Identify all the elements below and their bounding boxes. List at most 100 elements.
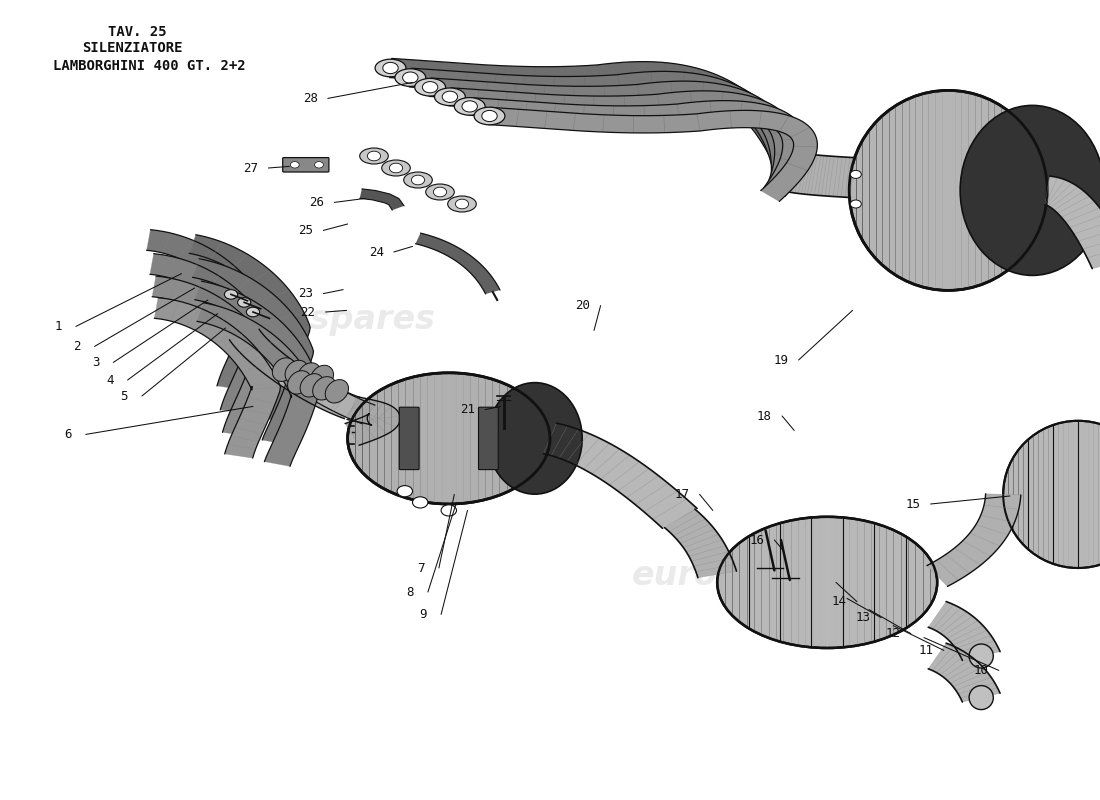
Text: 26: 26: [309, 196, 324, 209]
Circle shape: [442, 91, 458, 102]
Text: LAMBORGHINI 400 GT. 2+2: LAMBORGHINI 400 GT. 2+2: [53, 58, 245, 73]
Polygon shape: [469, 98, 807, 196]
Polygon shape: [784, 153, 855, 198]
Text: 11: 11: [918, 644, 934, 657]
Ellipse shape: [300, 374, 323, 397]
Circle shape: [397, 486, 412, 497]
Polygon shape: [197, 302, 318, 466]
Circle shape: [383, 62, 398, 74]
Circle shape: [411, 175, 425, 185]
Circle shape: [850, 170, 861, 178]
Ellipse shape: [474, 107, 505, 125]
Text: 20: 20: [575, 299, 591, 312]
Polygon shape: [195, 281, 316, 445]
Ellipse shape: [375, 59, 406, 77]
Polygon shape: [1045, 176, 1100, 269]
Text: 5: 5: [121, 390, 128, 402]
Polygon shape: [189, 234, 310, 398]
Ellipse shape: [454, 98, 485, 115]
Text: 12: 12: [886, 627, 901, 640]
Circle shape: [389, 163, 403, 173]
Ellipse shape: [285, 360, 308, 384]
Ellipse shape: [312, 377, 336, 400]
Text: 10: 10: [974, 664, 989, 677]
Polygon shape: [928, 602, 1000, 661]
Ellipse shape: [360, 148, 388, 164]
Polygon shape: [345, 397, 400, 446]
Text: 7: 7: [418, 562, 425, 574]
Polygon shape: [429, 78, 796, 185]
Text: 16: 16: [749, 534, 764, 546]
Circle shape: [433, 187, 447, 197]
Text: 4: 4: [107, 374, 113, 386]
Text: eurospares: eurospares: [631, 559, 843, 593]
Text: 1: 1: [55, 320, 62, 333]
Polygon shape: [449, 88, 800, 190]
Ellipse shape: [969, 644, 993, 668]
Polygon shape: [389, 58, 805, 178]
Polygon shape: [664, 509, 737, 578]
Circle shape: [403, 72, 418, 83]
Ellipse shape: [849, 90, 1047, 290]
Circle shape: [290, 162, 299, 168]
Text: 14: 14: [832, 595, 847, 608]
Circle shape: [462, 101, 477, 112]
Text: 18: 18: [757, 410, 772, 422]
Polygon shape: [192, 258, 314, 422]
FancyBboxPatch shape: [283, 158, 329, 172]
Ellipse shape: [287, 370, 311, 394]
Text: 27: 27: [243, 162, 258, 174]
Text: 17: 17: [674, 488, 690, 501]
Polygon shape: [543, 423, 697, 528]
Text: 2: 2: [74, 340, 80, 353]
Polygon shape: [928, 643, 1000, 702]
Text: 9: 9: [420, 608, 427, 621]
Ellipse shape: [326, 380, 349, 403]
Ellipse shape: [273, 358, 295, 382]
Polygon shape: [360, 189, 404, 210]
Text: 19: 19: [773, 354, 789, 366]
Circle shape: [224, 290, 238, 299]
Ellipse shape: [415, 78, 446, 96]
Polygon shape: [409, 68, 801, 181]
FancyBboxPatch shape: [399, 407, 419, 470]
Text: 15: 15: [905, 498, 921, 510]
Circle shape: [455, 199, 469, 209]
Circle shape: [441, 505, 456, 516]
Polygon shape: [416, 233, 500, 294]
Ellipse shape: [395, 69, 426, 86]
Circle shape: [367, 151, 381, 161]
Text: TAV. 25: TAV. 25: [108, 25, 166, 39]
Polygon shape: [154, 298, 280, 458]
Polygon shape: [927, 494, 1021, 586]
Ellipse shape: [717, 517, 937, 648]
Text: 21: 21: [460, 403, 475, 416]
Ellipse shape: [1003, 421, 1100, 568]
Ellipse shape: [310, 366, 333, 389]
Ellipse shape: [382, 160, 410, 176]
Circle shape: [246, 307, 260, 317]
Circle shape: [412, 497, 428, 508]
Ellipse shape: [426, 184, 454, 200]
Ellipse shape: [404, 172, 432, 188]
Text: 23: 23: [298, 287, 314, 300]
Polygon shape: [150, 254, 276, 414]
Ellipse shape: [348, 373, 550, 504]
Polygon shape: [152, 276, 278, 437]
Circle shape: [315, 162, 323, 168]
Circle shape: [238, 298, 251, 307]
FancyBboxPatch shape: [478, 407, 498, 470]
Text: eurospares: eurospares: [224, 303, 436, 337]
Text: 25: 25: [298, 224, 314, 237]
Ellipse shape: [969, 686, 993, 710]
Polygon shape: [488, 107, 817, 202]
Polygon shape: [230, 329, 360, 418]
Text: 24: 24: [368, 246, 384, 258]
Polygon shape: [146, 230, 273, 390]
Circle shape: [482, 110, 497, 122]
Circle shape: [850, 200, 861, 208]
Text: 3: 3: [92, 356, 99, 369]
Ellipse shape: [487, 382, 582, 494]
Text: SILENZIATORE: SILENZIATORE: [82, 41, 183, 55]
Text: 8: 8: [407, 586, 414, 598]
